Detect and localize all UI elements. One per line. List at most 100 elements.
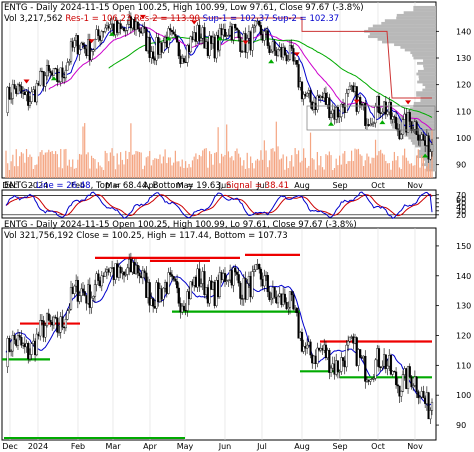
candle-body: [393, 370, 396, 373]
candle-body: [198, 268, 201, 287]
candle-body: [64, 69, 67, 79]
osc-ytick-label: 40: [456, 203, 466, 212]
osc-ytick-label: 70: [456, 191, 466, 200]
volume-bar: [157, 159, 159, 178]
xaxis-month-label: Aug: [294, 181, 310, 190]
candle-body: [28, 101, 32, 106]
sup1-readout: Sup-1 = 102.37: [203, 14, 270, 24]
profile-bar: [417, 61, 436, 65]
volume-bar: [174, 150, 176, 178]
volume-bar: [427, 162, 430, 178]
volume-bar: [311, 158, 313, 178]
candle-body: [268, 291, 271, 300]
buy-arrow-icon: [216, 36, 223, 41]
volume-bar: [395, 160, 397, 178]
trend-header-title: ENTG - Daily 2024-11-15 Open 100.25, Hig…: [4, 220, 357, 230]
candle-body: [162, 287, 165, 300]
candle-body: [234, 267, 237, 273]
volume-bar: [318, 165, 320, 178]
candle-body: [170, 30, 174, 33]
sell-arrow-icon: [293, 52, 300, 57]
volume-bar: [321, 167, 324, 178]
volume-bar: [255, 160, 257, 178]
volume-bar: [215, 152, 218, 178]
volume-bar: [308, 165, 310, 178]
candle-body: [13, 84, 16, 89]
candle-body: [56, 317, 59, 333]
candle-body: [100, 31, 103, 41]
volume-bar: [125, 150, 127, 178]
candle-body: [8, 86, 11, 100]
volume-bar: [193, 156, 195, 178]
candle-body: [172, 276, 175, 280]
volume-bar: [397, 156, 399, 178]
volume-bar: [106, 153, 108, 178]
volume-bar: [142, 169, 144, 178]
volume-bar: [109, 152, 111, 178]
volume-bar: [41, 150, 43, 178]
oscillator-line: [5, 191, 433, 219]
candle-body: [227, 34, 230, 37]
volume-bar: [43, 154, 45, 178]
candle-body: [44, 325, 47, 338]
volume-bar: [291, 155, 293, 178]
volume-bar: [426, 166, 428, 178]
volume-bar: [303, 148, 305, 178]
volume-bar: [333, 168, 336, 178]
candle-body: [10, 98, 13, 100]
volume-bar: [253, 168, 255, 178]
osc-ytick-label: 50: [456, 199, 466, 208]
volume-bar: [280, 158, 283, 178]
candle-body: [429, 151, 432, 160]
candle-body: [175, 36, 179, 43]
volume-bar: [73, 168, 76, 178]
candle-body: [430, 144, 434, 152]
candle-body: [336, 360, 340, 372]
candle-body: [290, 45, 293, 49]
candle-body: [417, 134, 420, 141]
profile-bar: [422, 88, 436, 92]
volume-bar: [63, 149, 65, 178]
volume-bar: [412, 165, 414, 178]
candle-body: [406, 112, 410, 133]
xaxis-month-label-bottom: Nov: [407, 442, 423, 451]
candle-body: [208, 35, 211, 56]
candle-body: [398, 385, 401, 397]
candle-body: [336, 107, 340, 118]
volume-bar: [244, 168, 247, 178]
candle-body: [340, 357, 343, 372]
candle-body: [225, 35, 228, 37]
profile-bar: [403, 112, 436, 116]
candle-body: [251, 27, 254, 51]
candle-body: [359, 349, 362, 358]
volume-bar: [82, 126, 84, 178]
candle-body: [225, 280, 228, 282]
xaxis-month-label-bottom: 2024: [28, 442, 48, 451]
candle-body: [90, 297, 93, 308]
candle-body: [400, 134, 403, 140]
price-ytick-label: 120: [456, 81, 471, 90]
volume-bar: [116, 153, 118, 178]
volume-bar: [388, 163, 390, 178]
volume-bar: [248, 168, 250, 178]
trend-panel-frame: [1, 227, 437, 441]
candle-body: [100, 275, 103, 287]
candle-body: [76, 280, 79, 302]
volume-bar: [419, 167, 421, 178]
candle-body: [16, 84, 20, 94]
volume-bar: [176, 161, 178, 178]
candle-body: [57, 81, 61, 83]
profile-bar: [372, 24, 436, 28]
volume-bar: [167, 157, 170, 178]
candle-body: [109, 267, 112, 273]
profile-bar: [377, 37, 436, 41]
volume-bar: [243, 160, 245, 178]
trend-header-levels: Vol 321,756,192 Close = 100.25, High = 1…: [4, 231, 288, 241]
candle-body: [369, 123, 372, 126]
profile-bar: [413, 8, 436, 12]
profile-bar: [417, 80, 436, 84]
candle-body: [20, 337, 23, 346]
volume-bar: [205, 148, 207, 178]
candle-body: [232, 23, 235, 40]
sell-arrow-icon: [353, 99, 360, 104]
